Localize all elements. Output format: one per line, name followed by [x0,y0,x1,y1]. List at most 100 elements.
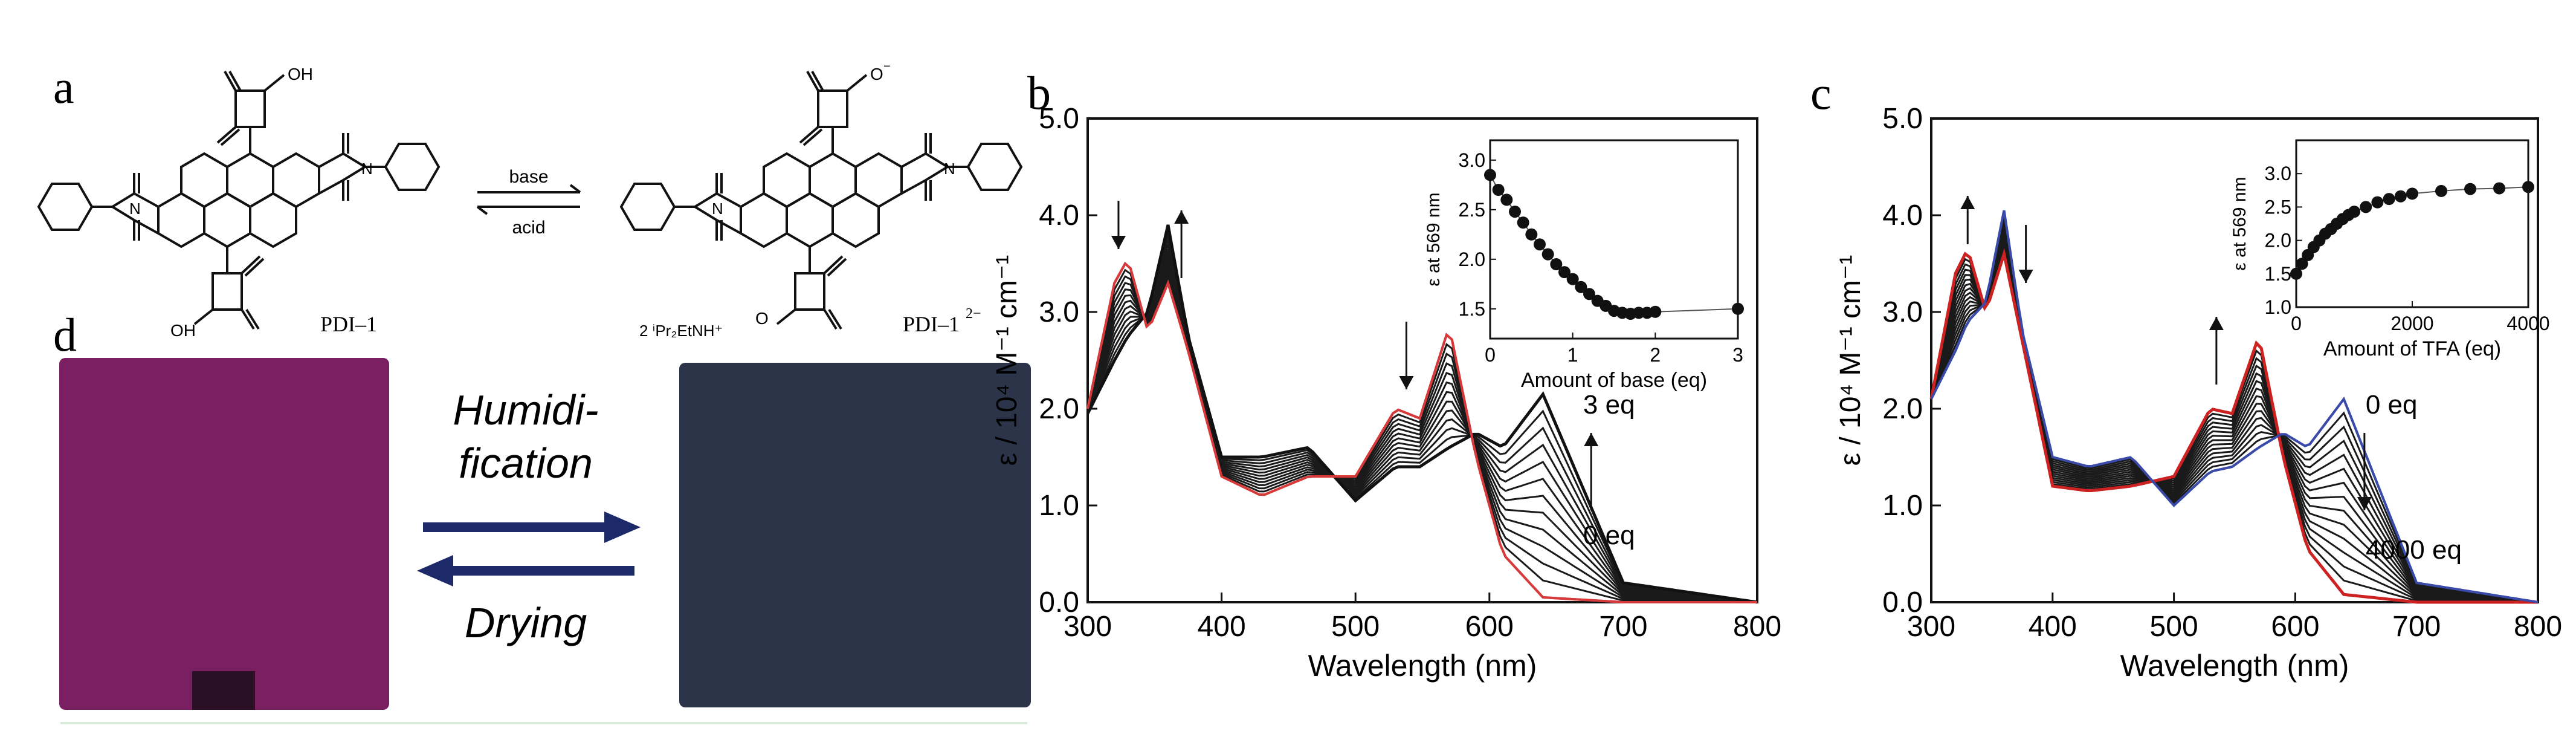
y-axis-label: ε / 10⁴ M⁻¹ cm⁻¹ [991,255,1023,466]
x-tick-label: 800 [1733,611,1781,643]
film-photo-humid-magenta [59,358,389,710]
o-minus-label-bottom: O [755,309,769,328]
plot-frame [1086,117,1758,603]
annotation-label: 0 eq [2366,390,2418,420]
y-tick-label: 1.0 [1039,490,1079,522]
inset-y-tick-label: 3.0 [2265,163,2291,184]
y-tick-label: 1.0 [1882,490,1923,522]
panel-c-letter: c [1810,67,1832,119]
x-tick-label: 400 [2029,611,2077,643]
humidity-arrows [417,512,641,586]
inset-y-tick-label: 2.0 [2265,230,2291,252]
x-axis-label: Wavelength (nm) [2120,649,2349,683]
inset-y-tick-label: 3.0 [1459,149,1485,171]
annotation-label: 4000 eq [2366,535,2462,565]
trend-arrow-head [1111,236,1126,249]
inset-data-point [1550,258,1563,270]
humidification-label-line-1: Humidi- [453,386,598,434]
spectrum-curve-last [1929,248,2538,604]
trend-arrow-head [1584,433,1599,446]
inset-data-point [2290,267,2302,280]
inset-data-point [2371,196,2384,209]
inset-x-tick-label: 4000 [2507,313,2549,334]
annotation-label: 0 eq [1583,521,1635,550]
left-molecule-structure [37,71,441,330]
inset-y-tick-label: 1.5 [1459,298,1485,320]
inset-y-tick-label: 2.0 [1459,248,1485,270]
inset-x-label: Amount of base (eq) [1521,369,1707,392]
annotation-label: 3 eq [1583,390,1635,420]
panel-c: c 300 400 500 600 700 800 0.0 1.0 2.0 3.0 4.0 5.0 Wa… [1810,67,2562,683]
inset-x-tick-label: 2 [1650,344,1661,366]
trend-arrow-head [1174,210,1189,224]
inset-data-point [1525,228,1538,241]
film-left-clamp [192,671,255,710]
spectrum-curve-first-overlay [1930,210,2539,603]
inset-y-tick-label: 1.0 [2265,296,2291,318]
inset-y-label: ε at 569 nm [2230,177,2250,270]
inset-data-point [1583,288,1595,300]
panel-b-letter: b [1027,67,1051,119]
humidification-label-line-2: fication [459,440,593,487]
oh-label-top: OH [288,65,313,83]
y-tick-label: 2.0 [1039,393,1079,425]
o-minus-label-top: O [870,65,883,83]
cation-label: 2 ⁱPr₂EtNH⁺ [639,322,723,340]
inset-data-point [2493,182,2505,195]
o-minus-charge-top: − [883,60,891,73]
trend-arrow-head [2357,497,2372,510]
inset-x-tick-label: 3 [1732,344,1743,366]
y-tick-label: 0.0 [1882,586,1923,619]
chart-c: 300 400 500 600 700 800 0.0 1.0 2.0 3.0 4.0 5.0 Wave… [1835,103,2562,683]
spectrum-curve-first-overlay [1086,261,1757,603]
inset-data-point [1649,305,1662,318]
inset-data-point [2348,206,2360,218]
inset-data-point [1566,273,1579,285]
inset-data-point [2464,183,2476,195]
inset-data-point [1575,281,1587,293]
inset-data-point [2296,258,2308,270]
y-axis-label: ε / 10⁴ M⁻¹ cm⁻¹ [1835,255,1867,466]
inset-data-point [1534,238,1546,251]
y-tick-label: 2.0 [1882,393,1923,425]
trend-arrow-head [2209,317,2224,330]
n-label-right: N [361,160,373,178]
x-tick-label: 300 [1064,611,1112,643]
inset-data-point [1492,184,1505,196]
spectrum-curve-last [1086,224,1758,604]
inset-data-point [2522,181,2534,193]
inset-data-point [1484,169,1496,181]
inset-data-point [1558,266,1570,279]
y-tick-label: 3.0 [1039,296,1079,328]
plot-frame [1930,117,2539,603]
trend-arrow-head [1960,196,1975,209]
inset-x-tick-label: 0 [1485,344,1496,366]
inset-data-point [1517,216,1529,229]
inset-data-point [1500,193,1513,206]
x-tick-label: 500 [1331,611,1380,643]
x-tick-label: 400 [1198,611,1246,643]
oh-label-bottom: OH [170,321,196,340]
y-tick-label: 4.0 [1039,200,1079,232]
trend-arrow-head [2018,270,2033,283]
inset-x-label: Amount of TFA (eq) [2323,337,2501,360]
inset-data-point [2406,187,2418,200]
y-tick-label: 4.0 [1882,200,1923,232]
chart-b: 300 400 500 600 700 800 0.0 1.0 2.0 3.0 4.0 5.0 Wave… [991,103,1781,683]
y-tick-label: 0.0 [1039,586,1079,619]
panel-d: d Humidi- fication Drying [53,308,1031,724]
trend-arrow-head [1399,376,1414,389]
inset-data-point [1633,307,1645,319]
arrow-left-head [417,555,453,586]
inset-data-point [2394,190,2407,203]
inset-y-label: ε at 569 nm [1424,192,1444,286]
x-tick-label: 600 [2271,611,2319,643]
inset-x-tick-label: 1 [1567,344,1578,366]
inset-x-tick-label: 2000 [2390,313,2433,334]
arrow-base-label: base [509,167,548,187]
equilibrium-arrows [476,184,581,215]
x-axis-label: Wavelength (nm) [1308,649,1537,683]
n-label-left: N [129,200,141,218]
y-tick-label: 3.0 [1882,296,1923,328]
